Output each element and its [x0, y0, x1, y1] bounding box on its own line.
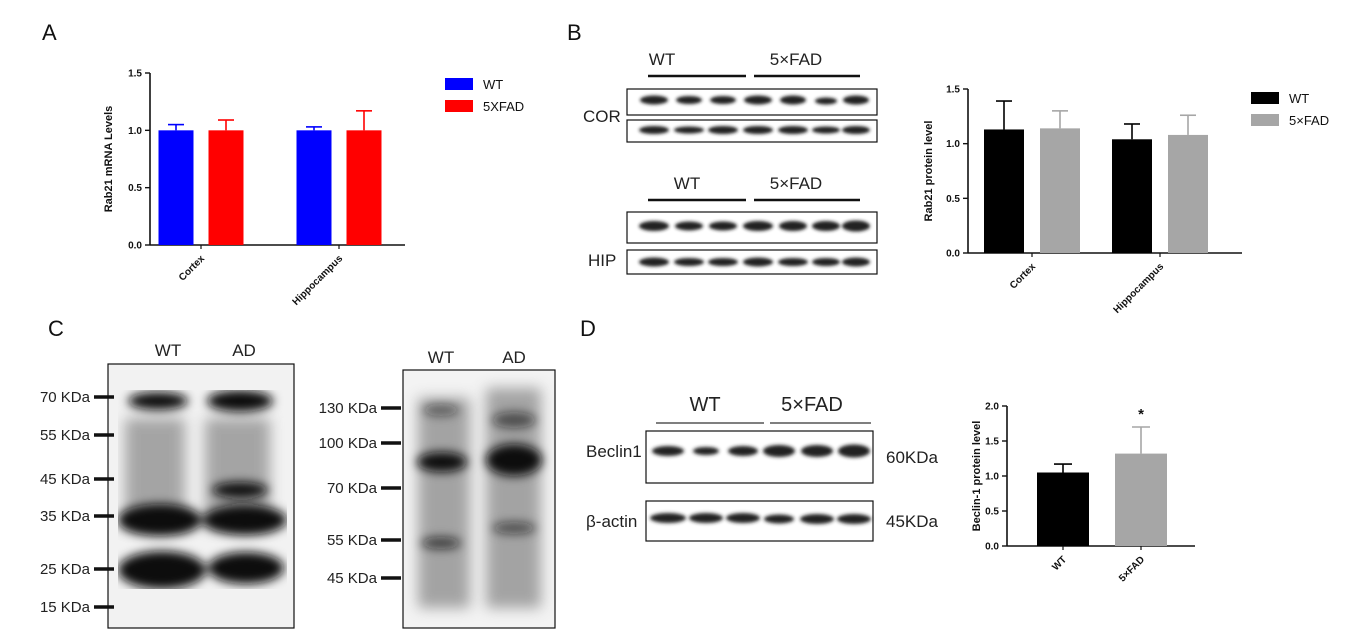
c1-group-wt: WT: [155, 341, 181, 360]
a-legend-label: 5XFAD: [483, 99, 524, 114]
d-ylabel: Beclin-1 protein level: [971, 421, 983, 532]
b-cor-group2: 5×FAD: [770, 50, 822, 69]
a-bar: [208, 130, 244, 245]
a-xtick-label: Hippocampus: [291, 253, 346, 308]
c1-marker-label: 25 KDa: [40, 561, 91, 578]
d-group2: 5×FAD: [781, 394, 843, 416]
c2-marker-label: 70 KDa: [327, 480, 378, 497]
b-ytick-label: 1.0: [946, 139, 960, 150]
d-row2-size: 45KDa: [886, 512, 939, 531]
d-xtick-label: 5×FAD: [1117, 554, 1147, 584]
b-ytick-label: 0.5: [946, 194, 960, 205]
c1-marker-label: 55 KDa: [40, 427, 91, 444]
d-box1: [645, 430, 874, 484]
panel-letter-a: A: [42, 20, 57, 45]
c2-group-ad: AD: [502, 348, 526, 367]
a-bar: [296, 130, 332, 245]
c2-group-wt: WT: [428, 348, 454, 367]
a-xtick-label: Cortex: [177, 253, 207, 283]
c2-marker-label: 130 KDa: [319, 400, 378, 417]
d-row1-label: Beclin1: [586, 442, 642, 461]
d-ytick-label: 0.5: [985, 507, 999, 518]
c2-marker-label: 55 KDa: [327, 532, 378, 549]
chart-b: 0.0 0.5 1.0 1.5 Rab21 protein level Cortex Hip…: [923, 85, 1329, 316]
a-bar: [346, 130, 382, 245]
d-row1-size: 60KDa: [886, 448, 939, 467]
d-xtick-label: WT: [1050, 554, 1069, 573]
d-bar: [1115, 453, 1167, 546]
a-legend-swatch: [445, 78, 473, 90]
b-xtick-label: Cortex: [1008, 261, 1038, 291]
b-legend-label: 5×FAD: [1289, 113, 1329, 128]
d-ytick-label: 1.5: [985, 437, 999, 448]
d-annotation: *: [1138, 406, 1144, 423]
b-bar: [1168, 134, 1208, 253]
a-legend-label: WT: [483, 77, 503, 92]
c1-marker-label: 15 KDa: [40, 599, 91, 616]
chart-a: 0.0 0.5 1.0 1.5 Rab21 mRNA Levels Cortex Hippo…: [103, 69, 524, 308]
b-ylabel: Rab21 protein level: [923, 121, 935, 222]
d-group1: WT: [689, 394, 720, 416]
c1-marker-label: 35 KDa: [40, 508, 91, 525]
d-bar: [1037, 472, 1089, 546]
b-bar: [1112, 139, 1152, 253]
b-legend-swatch: [1251, 114, 1279, 126]
c1-group-ad: AD: [232, 341, 256, 360]
blot-b: WT 5×FAD COR WT 5×FAD HIP: [583, 50, 878, 275]
b-ytick-label: 0.0: [946, 249, 960, 260]
c2-marker-label: 45 KDa: [327, 570, 378, 587]
b-bar: [984, 129, 1024, 253]
b-bar: [1040, 128, 1080, 253]
b-xtick-label: Hippocampus: [1112, 261, 1167, 316]
c2-marker-label: 100 KDa: [319, 435, 378, 452]
d-box2: [645, 500, 874, 542]
a-bar: [158, 130, 194, 245]
a-ytick-label: 0.5: [128, 183, 142, 194]
c1-marker-label: 45 KDa: [40, 471, 91, 488]
a-ytick-label: 1.5: [128, 69, 142, 80]
c1-marker-label: 70 KDa: [40, 389, 91, 406]
b-hip-label: HIP: [588, 251, 616, 270]
blot-d: WT 5×FAD Beclin1 β-actin 60KDa 45KDa: [586, 394, 939, 542]
d-ytick-label: 0.0: [985, 542, 999, 553]
panel-letter-b: B: [567, 20, 582, 45]
b-legend-swatch: [1251, 92, 1279, 104]
a-ytick-label: 1.0: [128, 126, 142, 137]
b-cor-group1: WT: [649, 50, 675, 69]
a-legend-swatch: [445, 100, 473, 112]
blot-c: WT AD 70 KDa 55 KDa 45 KDa 35 KDa 25 KDa 15 K…: [40, 341, 556, 629]
b-hip-group1: WT: [674, 174, 700, 193]
panel-letter-c: C: [48, 316, 64, 341]
panel-letter-d: D: [580, 316, 596, 341]
a-ytick-label: 0.0: [128, 241, 142, 252]
a-ylabel: Rab21 mRNA Levels: [103, 106, 115, 213]
b-ytick-label: 1.5: [946, 85, 960, 96]
d-ytick-label: 2.0: [985, 402, 999, 413]
d-row2-label: β-actin: [586, 512, 637, 531]
b-cor-label: COR: [583, 107, 621, 126]
b-hip-group2: 5×FAD: [770, 174, 822, 193]
d-ytick-label: 1.0: [985, 472, 999, 483]
b-legend-label: WT: [1289, 91, 1309, 106]
